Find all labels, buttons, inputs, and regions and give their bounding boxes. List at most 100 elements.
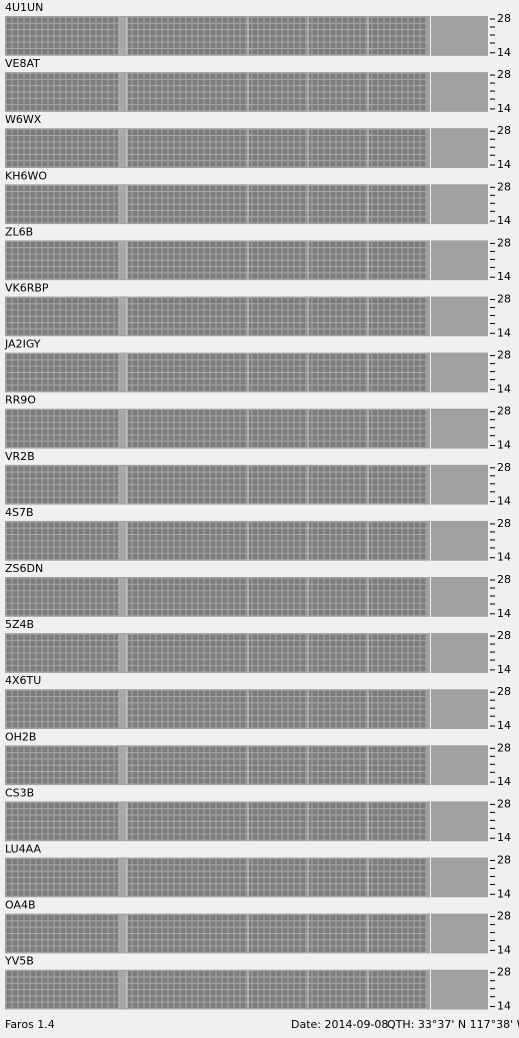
side-panel	[431, 184, 488, 225]
gap-column	[118, 297, 127, 336]
gap-column	[118, 521, 127, 560]
heatmap-grid	[6, 73, 426, 111]
side-panel	[431, 969, 488, 1010]
band-label-top: 28	[497, 68, 511, 81]
heatmap-grid	[6, 409, 426, 448]
band-label-bottom: 14	[497, 663, 511, 676]
heatmap-grid	[6, 353, 426, 392]
gap-column	[118, 353, 127, 392]
heatmap-grid	[6, 914, 426, 953]
band-label-top: 28	[497, 293, 511, 306]
band-label-bottom: 14	[497, 439, 511, 452]
heatmap-grid	[6, 802, 426, 841]
band-label-top: 28	[497, 349, 511, 362]
band-label-top: 28	[497, 629, 511, 642]
heatmap-grid	[6, 185, 426, 224]
station-name: OH2B	[5, 730, 36, 743]
side-panel	[431, 801, 488, 842]
gap-column	[118, 690, 127, 728]
band-label-bottom: 14	[497, 943, 511, 956]
date: Date: 2014-09-08	[291, 1018, 388, 1031]
side-panel	[431, 913, 488, 954]
band-label-top: 28	[497, 573, 511, 586]
band-label-bottom: 14	[497, 158, 511, 171]
heatmap-grid	[6, 858, 426, 897]
gap-column	[118, 73, 127, 111]
heatmap-grid	[6, 634, 426, 672]
heatmap-grid	[6, 17, 426, 55]
heatmap-grid	[6, 129, 426, 167]
band-label-top: 28	[497, 854, 511, 867]
gap-column	[118, 241, 127, 280]
band-label-bottom: 14	[497, 46, 511, 59]
gap-column	[118, 914, 127, 953]
side-panel	[431, 408, 488, 449]
qth: QTH: 33°37' N 117°38' W	[387, 1018, 519, 1031]
station-name: ZL6B	[5, 225, 33, 238]
heatmap-grid	[6, 578, 426, 616]
side-panel	[431, 240, 488, 281]
band-label-bottom: 14	[497, 270, 511, 283]
band-label-bottom: 14	[497, 607, 511, 620]
station-name: YV5B	[4, 955, 34, 968]
band-label-top: 28	[497, 236, 511, 249]
band-label-top: 28	[497, 461, 511, 474]
band-label-top: 28	[497, 124, 511, 137]
side-panel	[431, 296, 488, 337]
side-panel	[431, 16, 488, 56]
side-panel	[431, 857, 488, 898]
band-label-bottom: 14	[497, 775, 511, 788]
gap-column	[118, 578, 127, 616]
side-panel	[431, 633, 488, 673]
station-name: VE8AT	[5, 57, 40, 70]
gap-column	[118, 634, 127, 672]
station-name: JA2IGY	[4, 338, 41, 351]
station-name: 5Z4B	[5, 618, 34, 631]
band-label-bottom: 14	[497, 214, 511, 227]
heatmap-grid	[6, 241, 426, 280]
band-label-top: 28	[497, 910, 511, 923]
station-name: LU4AA	[5, 843, 41, 856]
heatmap-grid	[6, 690, 426, 728]
side-panel	[431, 577, 488, 617]
band-label-top: 28	[497, 180, 511, 193]
heatmap-grid	[6, 970, 426, 1009]
band-label-bottom: 14	[497, 495, 511, 508]
station-name: 4S7B	[5, 506, 34, 519]
band-label-bottom: 14	[497, 382, 511, 395]
station-name: VR2B	[5, 450, 35, 463]
side-panel	[431, 689, 488, 729]
station-name: RR9O	[5, 394, 36, 407]
band-label-bottom: 14	[497, 326, 511, 339]
band-label-top: 28	[497, 12, 511, 25]
station-name: 4X6TU	[5, 674, 41, 687]
gap-column	[118, 409, 127, 448]
heatmap-grid	[6, 297, 426, 336]
band-label-bottom: 14	[497, 1000, 511, 1013]
gap-column	[118, 746, 127, 785]
station-name: 4U1UN	[5, 1, 43, 14]
band-label-top: 28	[497, 966, 511, 979]
side-panel	[431, 520, 488, 561]
band-label-bottom: 14	[497, 102, 511, 115]
station-name: ZS6DN	[5, 562, 43, 575]
station-name: W6WX	[5, 113, 42, 126]
band-label-bottom: 14	[497, 719, 511, 732]
heatmap-grid	[6, 746, 426, 785]
station-name: OA4B	[5, 899, 36, 912]
band-label-top: 28	[497, 685, 511, 698]
gap-column	[118, 858, 127, 897]
band-label-top: 28	[497, 741, 511, 754]
station-name: VK6RBP	[5, 282, 49, 295]
gap-column	[118, 802, 127, 841]
side-panel	[431, 464, 488, 505]
band-label-bottom: 14	[497, 831, 511, 844]
gap-column	[118, 970, 127, 1009]
gap-column	[118, 185, 127, 224]
station-name: CS3B	[5, 786, 34, 799]
side-panel	[431, 128, 488, 168]
side-panel	[431, 72, 488, 112]
band-label-top: 28	[497, 405, 511, 418]
heatmap-grid	[6, 465, 426, 504]
